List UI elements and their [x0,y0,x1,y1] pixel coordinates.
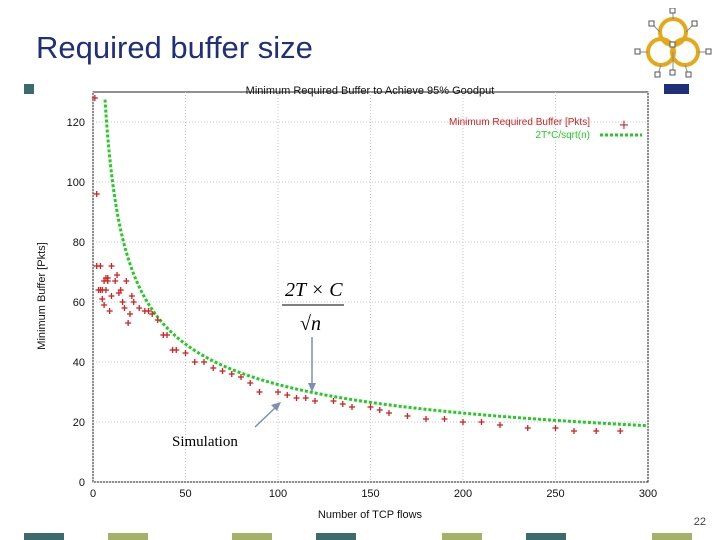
data-point [238,374,244,380]
y-tick-label: 80 [73,237,85,249]
data-point [149,311,156,317]
x-tick-label: 250 [546,488,564,500]
data-point [423,416,429,422]
data-point [97,263,104,269]
data-point [164,332,170,338]
slide-title: Required buffer size [36,30,313,65]
x-tick-label: 200 [454,488,472,500]
data-point [128,293,135,299]
data-point [127,311,133,317]
data-point [191,359,198,365]
series-points-simulation [91,95,624,434]
data-point [130,299,137,305]
data-point [136,305,143,311]
data-point [275,389,281,395]
data-point [99,296,106,302]
data-point [293,395,300,401]
data-point [478,419,485,425]
data-point [201,359,207,365]
data-point [302,395,309,401]
x-tick-label: 150 [361,488,379,500]
data-point [91,95,98,101]
y-tick-label: 20 [73,417,85,429]
data-point [552,425,559,431]
data-point [339,401,346,407]
data-point [145,308,152,314]
data-point [571,428,577,434]
data-point [173,347,180,353]
legend-label-simulation: Minimum Required Buffer [Pkts] [449,117,590,128]
legend-marker-simulation: + [619,118,630,133]
data-point [617,428,624,434]
data-point [497,422,503,428]
data-point [367,404,374,410]
data-point [284,392,291,398]
data-point [460,419,466,425]
x-axis-label: Number of TCP flows [318,509,423,521]
data-point [125,320,132,326]
data-point [312,398,318,404]
data-point [524,425,531,431]
y-tick-label: 60 [73,297,85,309]
y-tick-label: 0 [79,477,85,489]
data-point [123,278,130,284]
top-decor-rule [24,84,689,94]
data-point [114,272,121,278]
x-tick-label: 300 [639,488,657,500]
data-point [256,389,263,395]
arrow-icon [308,337,316,392]
data-point [106,308,113,314]
data-point [404,413,411,419]
data-point [102,287,109,293]
grid [92,92,649,483]
y-tick-label: 40 [73,357,85,369]
x-ticks: 0 50 100 150 200 250 300 [90,488,657,500]
network-rings-logo [634,8,712,78]
data-point [93,191,100,197]
formula-numerator: 2T × C [285,279,343,301]
arrow-icon [254,402,281,428]
x-tick-label: 50 [179,488,191,500]
data-point [154,317,161,323]
data-point [247,380,254,386]
y-ticks: 0 20 40 60 80 100 120 [67,117,85,489]
formula-denominator: √n [300,313,321,335]
data-point [119,299,126,305]
data-point [349,404,355,410]
data-point [330,398,337,404]
data-point [441,416,448,422]
data-point [104,278,111,284]
simulation-annotation: Simulation [172,434,238,450]
data-point [210,365,217,371]
data-point [593,428,600,434]
data-point [101,302,108,308]
data-point [108,263,115,269]
data-point [386,410,392,416]
data-point [228,371,235,377]
legend-label-model: 2T*C/sqrt(n) [536,130,590,141]
data-point [117,287,124,293]
data-point [121,305,128,311]
y-tick-label: 100 [67,177,85,189]
data-point [182,350,189,356]
x-tick-label: 100 [269,488,287,500]
page-number: 22 [693,516,706,528]
y-axis-label: Minimum Buffer [Pkts] [36,242,48,349]
data-point [108,293,115,299]
y-tick-label: 120 [67,117,85,129]
bottom-decor-rule [0,533,720,540]
data-point [219,368,226,374]
data-point [376,407,383,413]
legend: Minimum Required Buffer [Pkts] + 2T*C/sq… [449,117,642,141]
series-line-model [103,99,649,428]
chart-title: Minimum Required Buffer to Achieve 95% G… [246,85,495,97]
data-point [112,278,119,284]
x-tick-label: 0 [90,488,96,500]
